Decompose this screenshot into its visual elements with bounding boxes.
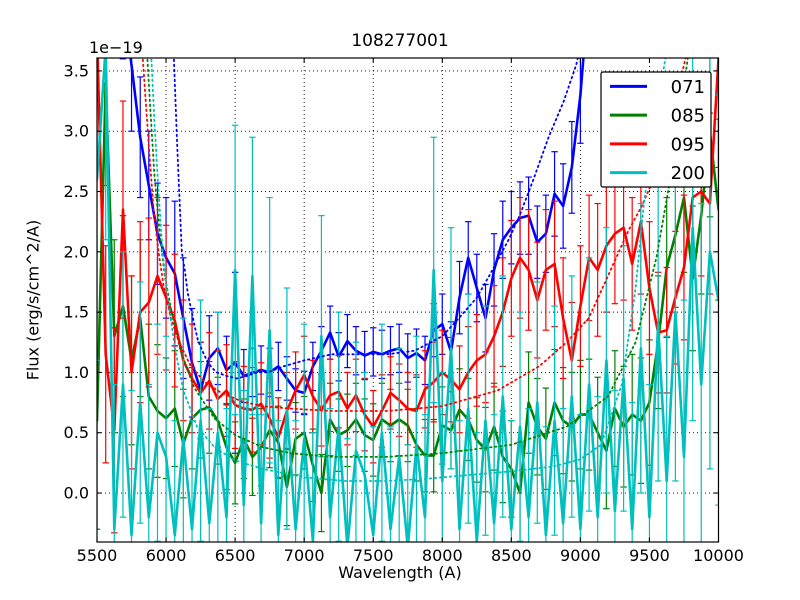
x-tick-label: 7000 <box>284 546 325 565</box>
tick-marks <box>96 58 720 542</box>
legend-label: 200 <box>671 163 705 184</box>
y-tick-label: 1.0 <box>64 363 89 382</box>
y-tick-label: 0.0 <box>64 484 89 503</box>
x-tick-label: 9000 <box>560 546 601 565</box>
legend-label: 071 <box>671 77 705 98</box>
x-tick-label: 8000 <box>422 546 463 565</box>
noise-curve-200-noise <box>150 58 667 482</box>
legend-item: 095 <box>610 134 705 155</box>
x-tick-label: 8500 <box>491 546 532 565</box>
x-tick-label: 7500 <box>353 546 394 565</box>
y-tick-label: 3.0 <box>64 122 89 141</box>
noise-curve-071-noise <box>172 58 579 380</box>
y-tick-label: 0.5 <box>64 423 89 442</box>
legend-item: 200 <box>610 163 705 184</box>
y-tick-label: 2.5 <box>64 182 89 201</box>
x-tick-label: 9500 <box>629 546 670 565</box>
legend: 071 085 095 200 <box>600 71 712 188</box>
noise-curve-095-noise <box>141 58 687 412</box>
x-tick-label: 10000 <box>693 546 744 565</box>
plot-title: 108277001 <box>351 31 449 51</box>
x-axis-label: Wavelength (A) <box>338 563 462 582</box>
legend-label: 085 <box>671 106 705 127</box>
y-tick-label: 1.5 <box>64 303 89 322</box>
legend-box <box>600 71 712 188</box>
x-tick-label: 6500 <box>215 546 256 565</box>
legend-label: 095 <box>671 134 705 155</box>
x-tick-label: 6000 <box>146 546 187 565</box>
series-200 <box>97 58 719 542</box>
x-tick-label: 5500 <box>77 546 118 565</box>
y-axis-offset-text: 1e−19 <box>89 38 143 57</box>
y-tick-label: 2.0 <box>64 242 89 261</box>
legend-item: 071 <box>610 77 705 98</box>
series-200-line <box>97 58 719 542</box>
axes-frame <box>96 57 720 543</box>
y-axis-label: Flux (erg/s/cm^2/A) <box>23 219 43 381</box>
tick-labels: 5500 6000 6500 7000 7500 8000 8500 9000 9500 1000… <box>64 61 744 565</box>
legend-item: 085 <box>610 106 705 127</box>
y-tick-label: 3.5 <box>64 61 89 80</box>
